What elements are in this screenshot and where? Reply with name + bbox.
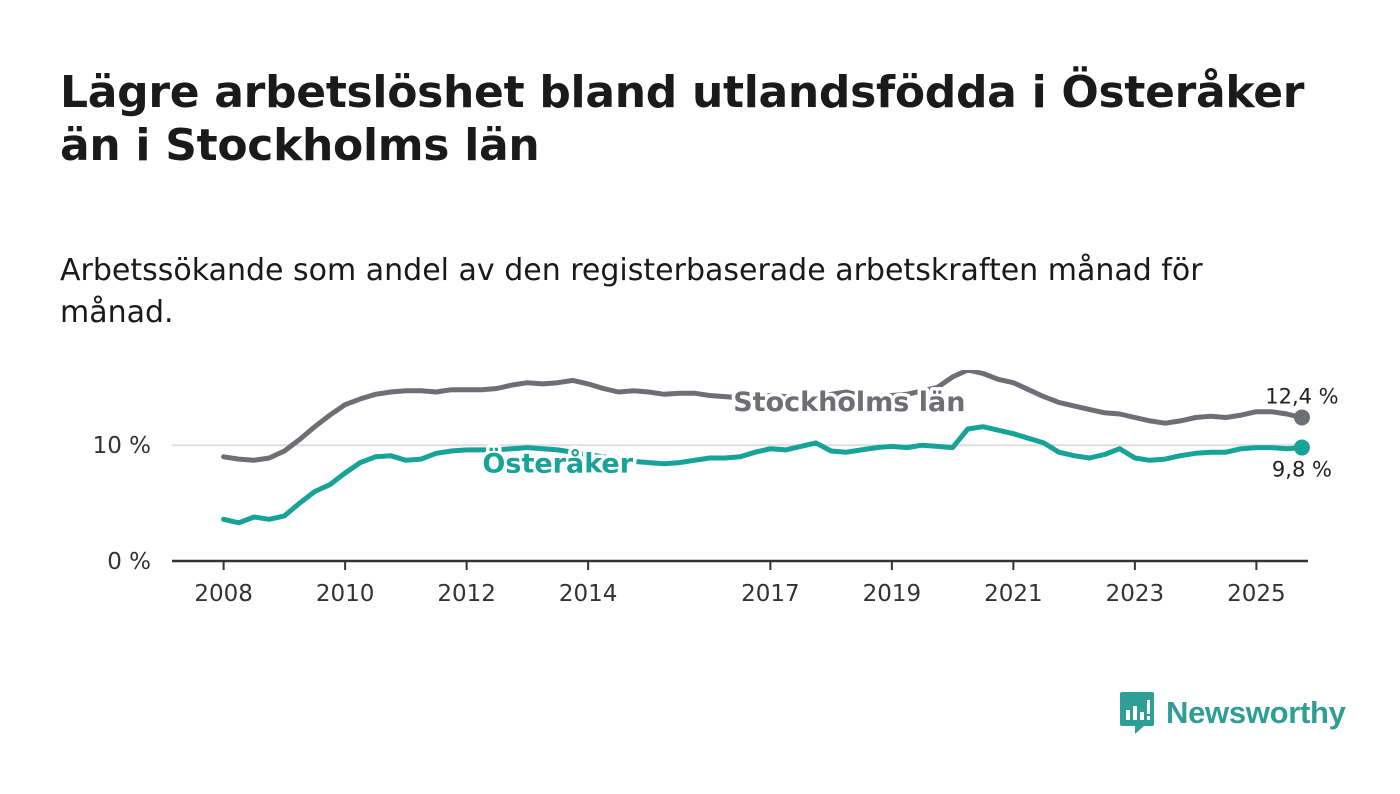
osteraker-series-label: Österåker (482, 447, 633, 480)
series-lines (221, 370, 1310, 526)
stockholm-end-value-label: 12,4 % (1265, 384, 1338, 408)
osteraker-series-line (221, 424, 1305, 526)
x-tick-label: 2025 (1227, 581, 1286, 607)
x-tick-label: 2014 (559, 581, 618, 607)
y-tick-label: 10 % (93, 433, 151, 459)
page-title: Lägre arbetslöshet bland utlandsfödda i … (60, 67, 1305, 171)
newsworthy-logo-icon (1120, 692, 1154, 734)
line-chart: 0 % 10 % 2008 2010 2012 2014 2017 2019 2021 2023… (93, 370, 1339, 607)
x-axis: 2008 2010 2012 2014 2017 2019 2021 2023 2025 (172, 559, 1308, 607)
stockholm-series-line (221, 370, 1305, 463)
x-tick-label: 2012 (437, 581, 496, 607)
x-tick-label: 2017 (741, 581, 800, 607)
logo-text: Newsworthy (1166, 695, 1346, 730)
x-tick-label: 2019 (863, 581, 922, 607)
y-tick-label: 0 % (107, 549, 151, 575)
chart-subtitle: Arbetssökande som andel av den registerb… (60, 253, 1203, 330)
gridlines: 0 % 10 % (93, 433, 1308, 575)
stockholm-series-label: Stockholms län (733, 387, 965, 418)
x-tick-label: 2023 (1106, 581, 1165, 607)
series-labels: Stockholms län Österåker 12,4 % 9,8 % (479, 383, 1339, 483)
stockholm-end-point (1293, 409, 1310, 426)
x-tick-label: 2008 (194, 581, 253, 607)
newsworthy-logo: Newsworthy (1118, 690, 1346, 736)
osteraker-end-point (1293, 439, 1310, 456)
osteraker-end-value-label: 9,8 % (1272, 458, 1332, 482)
x-tick-label: 2010 (316, 581, 375, 607)
x-tick-label: 2021 (984, 581, 1043, 607)
